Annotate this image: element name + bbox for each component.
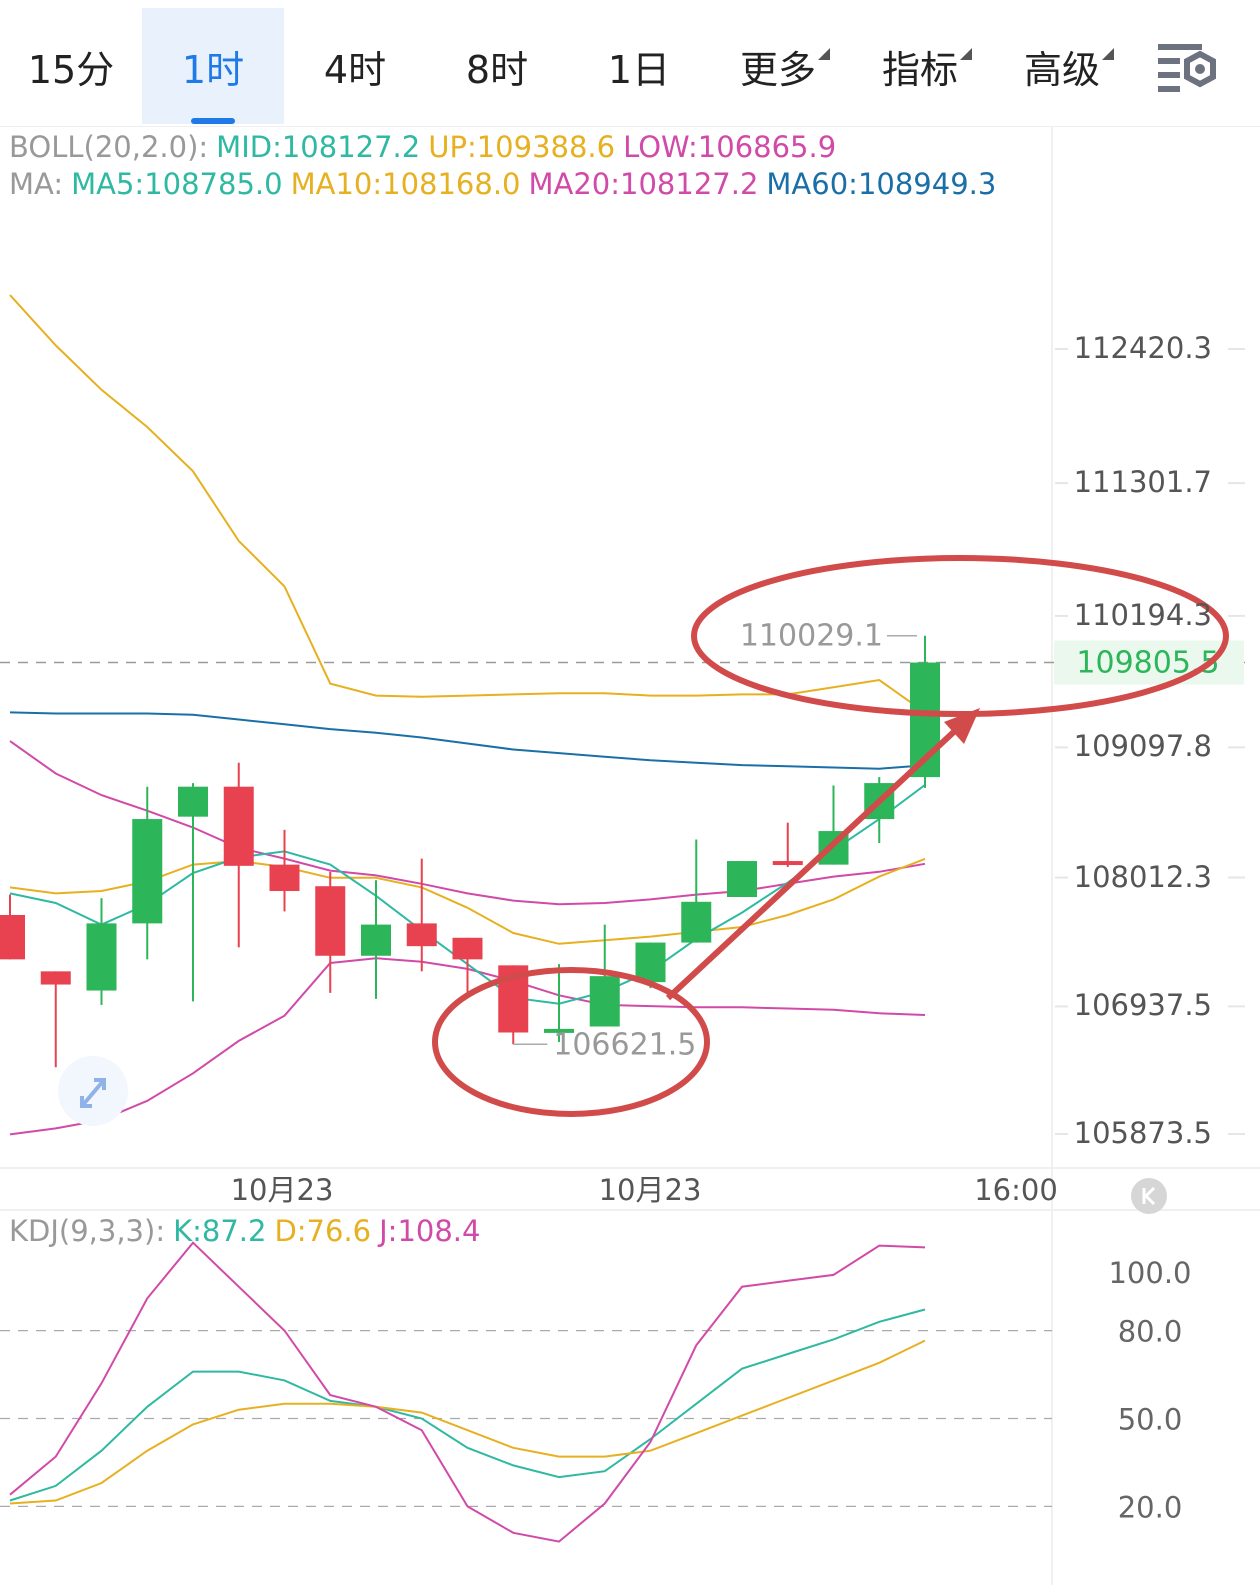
tab-label: 1时 <box>181 47 245 92</box>
candle-down <box>40 971 71 985</box>
current-price-label: 109805.5 <box>1076 646 1219 681</box>
expand-chart-button[interactable] <box>58 1056 128 1126</box>
candle-up <box>132 819 163 924</box>
price-axis-label: 106937.5 <box>1073 988 1212 1023</box>
kdj-axis-label: 50.0 <box>1118 1403 1183 1437</box>
annotation-ellipse-low <box>432 967 710 1117</box>
ma10-line <box>9 857 926 945</box>
settings-icon[interactable] <box>1156 40 1220 96</box>
boll-legend: BOLL(20,2.0): MID:108127.2 UP:109388.6 LOW:… <box>9 130 844 164</box>
ma20-value: MA20:108127.2 <box>528 167 759 201</box>
candle-down <box>223 786 254 866</box>
period-tab-bar: 15分 1时 4时 8时 1日 更多 指标 高级 <box>0 0 1260 127</box>
candle-down <box>269 864 300 892</box>
annotation-arrow-head <box>944 708 980 744</box>
tab-label: 高级 <box>1023 47 1100 92</box>
candle-down <box>772 861 803 866</box>
candle-down <box>452 937 483 960</box>
ma-label: MA: <box>9 167 64 201</box>
kdj-axis-label: 80.0 <box>1118 1315 1183 1349</box>
tab-label: 更多 <box>739 47 816 92</box>
settings-icon-graphic <box>1158 44 1216 92</box>
price-axis-label: 105873.5 <box>1073 1116 1212 1150</box>
tab-label: 指标 <box>881 47 958 92</box>
dropdown-caret-icon <box>1102 47 1114 60</box>
candle-up <box>361 924 391 956</box>
candle-up <box>681 901 712 943</box>
ma-legend: MA: MA5:108785.0 MA10:108168.0 MA20:108127.… <box>9 167 1004 201</box>
tab-1h[interactable]: 1时 <box>142 8 284 124</box>
boll-low-value: LOW:106865.9 <box>623 130 837 164</box>
candle-down <box>406 923 437 947</box>
x-axis-label: 16:00 <box>974 1173 1058 1207</box>
annotation-ellipse-high <box>691 555 1229 717</box>
kline-logo-button[interactable] <box>1131 1178 1167 1214</box>
high-price-marker: 110029.1 <box>740 619 883 654</box>
tab-label: 4时 <box>323 47 387 92</box>
candle-up <box>86 923 117 991</box>
dropdown-caret-icon <box>960 47 972 60</box>
tab-label: 8时 <box>465 47 529 92</box>
price-axis-label: 108012.3 <box>1073 859 1212 894</box>
boll-label: BOLL(20,2.0): <box>9 130 209 164</box>
x-axis-label: 10月23 <box>231 1173 334 1207</box>
kdj-axis-label: 20.0 <box>1118 1490 1183 1524</box>
kdj-label: KDJ(9,3,3): <box>9 1214 166 1248</box>
kdj-k-value: K:87.2 <box>173 1214 267 1248</box>
candle-up <box>589 976 620 1027</box>
kdj-d-value: D:76.6 <box>274 1214 372 1248</box>
expand-icon <box>80 1078 106 1108</box>
boll-up-value: UP:109388.6 <box>428 130 616 164</box>
ma5-value: MA5:108785.0 <box>71 167 283 201</box>
kdj-legend: KDJ(9,3,3): K:87.2 D:76.6 J:108.4 <box>9 1214 488 1248</box>
annotation-arrow-shaft <box>665 725 961 1001</box>
tab-4h[interactable]: 4时 <box>284 8 426 124</box>
tab-indicators[interactable]: 指标 <box>858 8 982 124</box>
price-axis-label: 109097.8 <box>1073 729 1212 764</box>
candle-up <box>727 861 757 898</box>
tab-label: 15分 <box>27 47 115 92</box>
low-price-marker: 106621.5 <box>553 1027 696 1062</box>
candle-down <box>315 886 346 956</box>
kdj-j-line <box>9 1241 926 1543</box>
tab-more[interactable]: 更多 <box>716 8 840 124</box>
price-axis-label: 110194.3 <box>1073 597 1212 632</box>
kdj-j-value: J:108.4 <box>379 1214 481 1248</box>
kdj-axis-label: 100.0 <box>1108 1256 1191 1290</box>
ma20-line <box>9 740 926 906</box>
dropdown-caret-icon <box>818 47 830 60</box>
boll-mid-value: MID:108127.2 <box>216 130 421 164</box>
candle-up <box>635 942 666 983</box>
ma10-value: MA10:108168.0 <box>290 167 521 201</box>
kdj-k-line <box>9 1308 926 1502</box>
x-axis-label: 10月23 <box>599 1173 702 1207</box>
tab-label: 1日 <box>607 47 671 92</box>
kline-logo-icon <box>1142 1186 1156 1206</box>
candle-down <box>0 914 25 960</box>
price-axis-label: 112420.3 <box>1073 331 1212 365</box>
ma60-value: MA60:108949.3 <box>766 167 997 201</box>
tab-15min[interactable]: 15分 <box>0 8 142 124</box>
candle-up <box>544 1028 574 1033</box>
ma60-line <box>9 711 926 770</box>
price-axis-label: 111301.7 <box>1073 465 1212 500</box>
kdj-d-line <box>9 1339 926 1505</box>
tab-advanced[interactable]: 高级 <box>1000 8 1124 124</box>
tab-8h[interactable]: 8时 <box>426 8 568 124</box>
candle-up <box>178 786 208 817</box>
tab-1d[interactable]: 1日 <box>568 8 710 124</box>
